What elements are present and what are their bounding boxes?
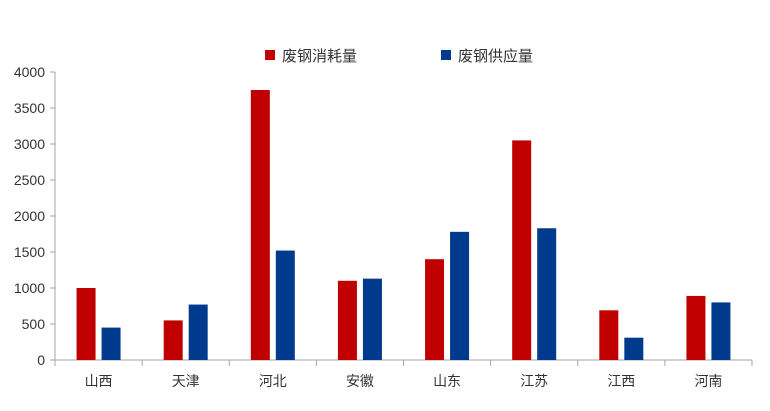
x-tick-label: 江苏: [520, 374, 548, 390]
legend-label-consumption: 废钢消耗量: [282, 47, 357, 65]
legend: 废钢消耗量 废钢供应量: [265, 47, 533, 65]
x-tick-label: 安徽: [346, 374, 374, 390]
y-tick-label: 3500: [14, 100, 45, 116]
x-tick-label: 河北: [259, 374, 287, 390]
bar-supply: [275, 250, 295, 360]
bar-consumption: [599, 310, 619, 360]
bar-consumption: [512, 140, 532, 360]
y-tick-label: 4000: [14, 64, 45, 80]
y-tick-label: 3000: [14, 136, 45, 152]
bar-supply: [624, 337, 644, 360]
y-tick-label: 1500: [14, 244, 45, 260]
x-tick-label: 河南: [694, 374, 722, 390]
x-tick-label: 天津: [172, 374, 200, 390]
x-tick-label: 山东: [433, 374, 461, 390]
x-axis: 山西 天津 河北 安徽 山东 江苏 江西 河南: [54, 359, 753, 390]
bars: [76, 90, 731, 360]
bar-supply: [188, 304, 208, 360]
bar-consumption: [686, 295, 706, 360]
legend-label-supply: 废钢供应量: [458, 47, 533, 65]
bar-supply: [711, 302, 731, 360]
x-tick-label: 山西: [85, 374, 113, 390]
y-tick-label: 500: [22, 316, 46, 332]
legend-swatch-consumption: [265, 50, 275, 60]
y-tick-label: 0: [37, 352, 45, 368]
y-tick-label: 2000: [14, 208, 45, 224]
bar-consumption: [250, 90, 270, 360]
y-axis: 0 500 1000 1500 2000 2500 3000 3500 4000: [14, 64, 56, 368]
bar-supply: [537, 228, 557, 360]
legend-swatch-supply: [441, 50, 451, 60]
bar-consumption: [337, 280, 357, 360]
bar-supply: [362, 278, 382, 360]
y-tick-label: 1000: [14, 280, 45, 296]
bar-consumption: [163, 320, 183, 360]
y-tick-label: 2500: [14, 172, 45, 188]
bar-consumption: [425, 259, 445, 360]
x-tick-label: 江西: [607, 374, 635, 390]
bar-consumption: [76, 288, 96, 360]
bar-supply: [450, 231, 470, 360]
bar-supply: [101, 327, 121, 360]
